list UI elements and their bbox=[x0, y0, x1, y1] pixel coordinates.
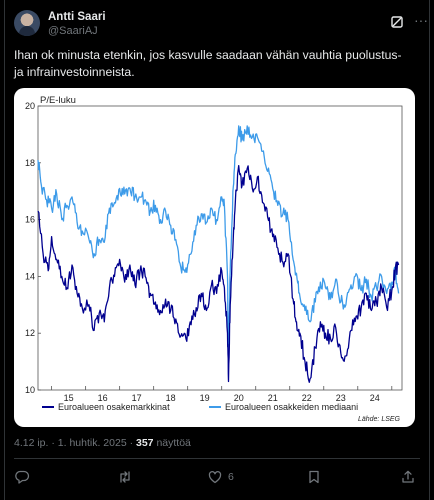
x-tick-label: 20 bbox=[234, 393, 244, 403]
repost-icon bbox=[120, 471, 130, 483]
author-handle[interactable]: @SaariAJ bbox=[48, 25, 98, 37]
x-tick-label: 17 bbox=[132, 393, 142, 403]
y-tick-label: 12 bbox=[25, 328, 35, 338]
reply-button[interactable] bbox=[14, 467, 30, 487]
y-tick-label: 20 bbox=[25, 101, 35, 111]
y-tick-label: 16 bbox=[25, 215, 35, 225]
x-tick-label: 22 bbox=[302, 393, 312, 403]
x-tick-label: 21 bbox=[268, 393, 278, 403]
x-tick-label: 19 bbox=[200, 393, 210, 403]
avatar[interactable] bbox=[14, 10, 40, 36]
y-tick-label: 14 bbox=[25, 271, 35, 281]
share-icon bbox=[402, 470, 414, 483]
heart-icon bbox=[208, 471, 222, 484]
repost-button[interactable] bbox=[117, 467, 133, 487]
timestamp[interactable]: 4.12 ip. · 1. huhtik. 2025 · bbox=[14, 437, 136, 449]
x-tick-label: 16 bbox=[98, 393, 108, 403]
series-line bbox=[37, 125, 400, 357]
y-axis-label: P/E-luku bbox=[40, 95, 76, 106]
post-header: Antti Saari @SaariAJ ··· bbox=[14, 10, 428, 44]
post-meta: 4.12 ip. · 1. huhtik. 2025 · 357 näyttöä bbox=[14, 437, 191, 449]
view-label: näyttöä bbox=[153, 437, 191, 449]
share-button[interactable] bbox=[400, 467, 416, 487]
like-count: 6 bbox=[228, 471, 234, 483]
source-label: Lähde: LSEG bbox=[358, 416, 401, 423]
more-options-icon[interactable]: ··· bbox=[414, 12, 428, 28]
legend-label: Euroalueen osakkeiden mediaani bbox=[225, 402, 358, 412]
y-tick-label: 18 bbox=[25, 158, 35, 168]
bookmark-icon bbox=[309, 470, 319, 484]
like-button[interactable]: 6 bbox=[207, 467, 234, 487]
y-tick-label: 10 bbox=[25, 385, 35, 395]
x-tick-label: 15 bbox=[64, 393, 74, 403]
plot-area bbox=[37, 105, 403, 391]
view-count: 357 bbox=[136, 437, 154, 449]
bookmark-button[interactable] bbox=[306, 467, 322, 487]
post-frame bbox=[4, 0, 430, 500]
action-bar: 6 bbox=[14, 467, 420, 487]
x-tick-label: 24 bbox=[370, 393, 380, 403]
pe-ratio-chart: 10 12 14 16 18 20 15 16 17 18 19 20 21 22 23 24 P/E-lu… bbox=[25, 95, 403, 423]
chart-image[interactable]: 10 12 14 16 18 20 15 16 17 18 19 20 21 22 23 24 P/E-lu… bbox=[14, 88, 415, 427]
series-line bbox=[37, 164, 400, 383]
reply-icon bbox=[15, 470, 30, 484]
x-tick-label: 23 bbox=[336, 393, 346, 403]
author-name[interactable]: Antti Saari bbox=[48, 11, 106, 23]
legend: Euroalueen osakemarkkinat Euroalueen osak… bbox=[42, 402, 358, 412]
grok-icon[interactable] bbox=[390, 15, 404, 29]
divider bbox=[14, 458, 420, 459]
post-text: Ihan ok minusta etenkin, jos kasvulle sa… bbox=[14, 48, 402, 79]
x-tick-label: 18 bbox=[166, 393, 176, 403]
legend-label: Euroalueen osakemarkkinat bbox=[58, 402, 170, 412]
